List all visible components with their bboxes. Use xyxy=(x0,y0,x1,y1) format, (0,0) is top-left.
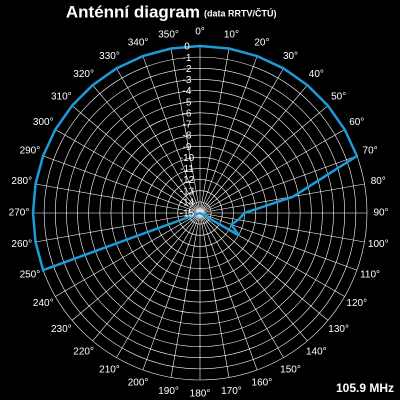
theta-tick-label: 310° xyxy=(51,91,72,102)
theta-tick-label: 80° xyxy=(371,176,386,187)
grid-spoke xyxy=(199,55,258,214)
grid-spoke xyxy=(42,155,201,214)
grid-spoke xyxy=(142,55,201,214)
r-tick-label: -9 xyxy=(183,142,192,153)
theta-tick-label: 340° xyxy=(128,38,149,49)
theta-tick-label: 10° xyxy=(224,29,239,40)
grid-spoke xyxy=(92,212,201,342)
r-tick-label: -13 xyxy=(180,186,195,197)
grid-spoke xyxy=(55,129,201,214)
r-tick-label: -10 xyxy=(180,153,195,164)
grid-spoke xyxy=(199,68,284,214)
grid-spoke xyxy=(199,84,308,214)
theta-tick-label: 180° xyxy=(190,389,211,400)
grid-spoke xyxy=(170,212,201,378)
grid-spoke xyxy=(116,212,201,358)
theta-tick-label: 260° xyxy=(11,239,32,250)
theta-tick-label: 20° xyxy=(254,38,269,49)
theta-tick-label: 160° xyxy=(252,378,273,389)
theta-tick-label: 60° xyxy=(349,117,364,128)
grid-spoke xyxy=(71,212,201,321)
theta-tick-label: 100° xyxy=(368,239,389,250)
theta-tick-label: 300° xyxy=(33,117,54,128)
chart-title: Anténní diagram xyxy=(66,2,200,21)
grid-spoke xyxy=(55,212,201,297)
theta-tick-label: 290° xyxy=(20,146,41,157)
grid-spoke xyxy=(199,212,329,321)
r-tick-label: -2 xyxy=(183,64,192,75)
grid-spoke xyxy=(199,48,230,214)
r-tick-label: -6 xyxy=(183,108,192,119)
theta-tick-label: 240° xyxy=(33,298,54,309)
theta-tick-label: 280° xyxy=(11,176,32,187)
pattern-line xyxy=(31,44,359,272)
theta-tick-label: 0° xyxy=(195,27,205,38)
grid-spoke xyxy=(199,105,329,214)
chart-subtitle: (data RRTV/ČTÚ) xyxy=(204,7,277,18)
theta-tick-label: 40° xyxy=(309,69,324,80)
grid-spoke xyxy=(116,68,201,214)
theta-tick-label: 150° xyxy=(280,364,301,375)
grid-spoke xyxy=(71,105,201,214)
theta-tick-label: 270° xyxy=(9,208,30,219)
theta-tick-label: 140° xyxy=(306,346,327,357)
theta-tick-label: 50° xyxy=(331,91,346,102)
grid-spoke xyxy=(35,212,201,243)
grid-spoke xyxy=(199,212,230,378)
theta-tick-label: 350° xyxy=(158,29,179,40)
grid-spoke xyxy=(199,212,284,358)
grid-spoke xyxy=(199,212,358,271)
grid-spoke xyxy=(92,84,201,214)
theta-tick-label: 30° xyxy=(283,51,298,62)
r-tick-label: -1 xyxy=(183,53,192,64)
r-tick-label: -12 xyxy=(180,175,195,186)
r-tick-label: -11 xyxy=(180,164,194,175)
theta-tick-label: 200° xyxy=(128,378,149,389)
theta-tick-label: 220° xyxy=(73,346,94,357)
theta-tick-label: 230° xyxy=(51,324,72,335)
grid-spoke xyxy=(142,212,201,371)
grid-spoke xyxy=(199,129,345,214)
grid-spoke xyxy=(199,183,365,214)
theta-tick-label: 110° xyxy=(360,270,380,281)
theta-tick-label: 190° xyxy=(158,386,179,397)
grid-spoke xyxy=(199,212,365,243)
theta-tick-label: 320° xyxy=(73,69,94,80)
theta-tick-label: 170° xyxy=(221,386,242,397)
r-tick-label: -15 xyxy=(180,209,195,220)
grid-spoke xyxy=(199,212,258,371)
theta-tick-label: 70° xyxy=(363,146,378,157)
frequency-label: 105.9 MHz xyxy=(336,381,394,395)
grid-spoke xyxy=(170,48,201,214)
r-tick-label: -8 xyxy=(183,131,192,142)
r-tick-label: 0 xyxy=(184,42,190,53)
r-tick-label: -5 xyxy=(183,97,192,108)
theta-tick-label: 130° xyxy=(328,324,349,335)
theta-tick-label: 250° xyxy=(20,270,41,281)
grid-spoke xyxy=(199,212,308,342)
r-tick-label: -14 xyxy=(180,198,195,209)
grid-spoke xyxy=(35,183,201,214)
r-tick-label: -7 xyxy=(183,120,192,131)
theta-tick-label: 90° xyxy=(373,208,388,219)
r-tick-label: -4 xyxy=(183,86,192,97)
theta-tick-label: 330° xyxy=(99,51,120,62)
theta-tick-label: 210° xyxy=(99,364,120,375)
grid-spoke xyxy=(199,155,358,214)
theta-tick-label: 120° xyxy=(346,298,367,309)
r-tick-label: -3 xyxy=(183,75,192,86)
